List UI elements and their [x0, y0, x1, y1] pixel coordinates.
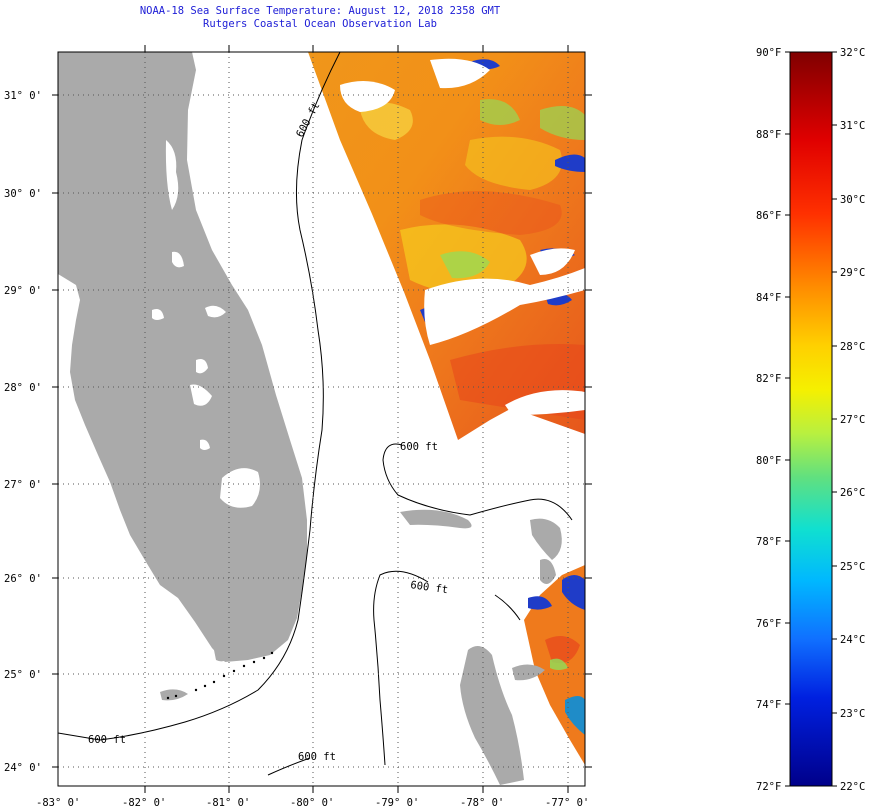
- colorbar-c-label: 24°C: [840, 634, 865, 646]
- contour-label: 600 ft: [88, 734, 126, 746]
- colorbar-f-label: 74°F: [756, 699, 781, 711]
- map-title: NOAA-18 Sea Surface Temperature: August …: [139, 5, 501, 17]
- cloud-gap: [424, 268, 585, 345]
- lat-label: 28° 0': [4, 382, 42, 394]
- colorbar-f-label: 84°F: [756, 292, 781, 304]
- lon-label: -83° 0': [36, 797, 80, 809]
- colorbar-f-label: 86°F: [756, 210, 781, 222]
- contour-label: 600 ft: [298, 751, 336, 763]
- lon-label: -77° 0': [545, 797, 589, 809]
- colorbar-f-label: 72°F: [756, 781, 781, 793]
- contour-label: 600 ft: [400, 441, 438, 453]
- colorbar-c-label: 31°C: [840, 120, 865, 132]
- contour-label: 600 ft: [410, 579, 449, 596]
- colorbar-f-label: 78°F: [756, 536, 781, 548]
- isobath-florida: [58, 52, 341, 741]
- isobath-bahamas-south: [373, 570, 429, 766]
- bahamas-grand-bahama: [400, 509, 472, 529]
- lat-label: 25° 0': [4, 669, 42, 681]
- lat-label: 30° 0': [4, 188, 42, 200]
- lon-label: -79° 0': [375, 797, 419, 809]
- colorbar-c-label: 28°C: [840, 341, 865, 353]
- lat-label: 26° 0': [4, 573, 42, 585]
- lon-label: -80° 0': [290, 797, 334, 809]
- colorbar-c-label: 32°C: [840, 47, 865, 59]
- map-subtitle: Rutgers Coastal Ocean Observation Lab: [203, 18, 437, 30]
- colorbar-f-label: 82°F: [756, 373, 781, 385]
- lake-okeechobee: [220, 468, 260, 508]
- colorbar: [789, 51, 833, 787]
- florida-land: [58, 52, 307, 662]
- lon-label: -78° 0': [460, 797, 504, 809]
- lat-label: 24° 0': [4, 762, 42, 774]
- contour-label: 600 ft: [294, 100, 322, 139]
- colorbar-c-label: 23°C: [840, 708, 865, 720]
- colorbar-c-label: 29°C: [840, 267, 865, 279]
- lat-label: 27° 0': [4, 479, 42, 491]
- colorbar-c-label: 22°C: [840, 781, 865, 793]
- map-frame: [57, 51, 586, 787]
- colorbar-c-label: 25°C: [840, 561, 865, 573]
- colorbar-f-label: 80°F: [756, 455, 781, 467]
- colorbar-c-label: 30°C: [840, 194, 865, 206]
- lon-label: -81° 0': [206, 797, 250, 809]
- colorbar-f-label: 88°F: [756, 129, 781, 141]
- lat-label: 31° 0': [4, 90, 42, 102]
- lat-label: 29° 0': [4, 285, 42, 297]
- lon-label: -82° 0': [122, 797, 166, 809]
- colorbar-f-label: 76°F: [756, 618, 781, 630]
- colorbar-c-label: 26°C: [840, 487, 865, 499]
- isobath-bahamas-north: [382, 443, 573, 521]
- bahamas-andros: [460, 646, 524, 785]
- colorbar-c-label: 27°C: [840, 414, 865, 426]
- colorbar-f-label: 90°F: [756, 47, 781, 59]
